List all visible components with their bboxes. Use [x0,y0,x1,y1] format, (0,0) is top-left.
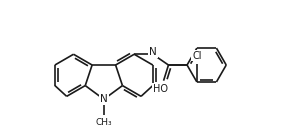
Text: N: N [100,94,108,104]
Text: Cl: Cl [192,51,201,61]
Text: HO: HO [153,84,168,93]
Text: N: N [149,47,157,57]
Text: CH₃: CH₃ [96,118,112,127]
